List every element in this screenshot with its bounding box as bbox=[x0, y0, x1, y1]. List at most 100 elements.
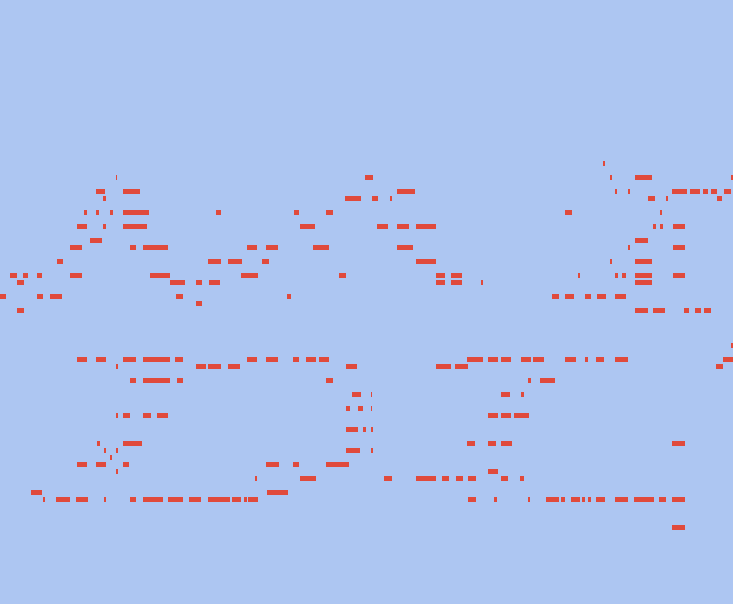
red-dash-mark bbox=[116, 175, 117, 180]
red-dash-mark bbox=[690, 189, 700, 194]
red-dash-mark bbox=[610, 175, 612, 180]
red-dash-mark bbox=[293, 462, 299, 467]
red-dash-mark bbox=[571, 497, 580, 502]
red-dash-mark bbox=[266, 245, 278, 250]
red-dash-mark bbox=[672, 497, 685, 502]
red-dash-mark bbox=[196, 280, 202, 285]
red-dash-mark bbox=[346, 448, 360, 453]
red-dash-mark bbox=[514, 413, 529, 418]
red-dash-mark bbox=[416, 259, 436, 264]
red-dash-mark bbox=[561, 497, 565, 502]
red-dash-mark bbox=[635, 273, 652, 278]
red-dash-mark bbox=[150, 273, 170, 278]
red-dash-mark bbox=[436, 364, 451, 369]
red-dash-mark bbox=[634, 497, 654, 502]
red-dash-mark bbox=[501, 476, 508, 481]
red-dash-mark bbox=[666, 196, 668, 201]
red-dash-mark bbox=[157, 413, 168, 418]
red-dash-mark bbox=[416, 224, 436, 229]
red-dash-mark bbox=[363, 427, 366, 432]
red-dash-mark bbox=[371, 392, 372, 397]
red-dash-mark bbox=[397, 245, 413, 250]
red-dash-mark bbox=[103, 224, 106, 229]
red-dash-mark bbox=[628, 245, 630, 250]
red-dash-mark bbox=[130, 497, 136, 502]
red-dash-mark bbox=[565, 357, 576, 362]
red-dash-mark bbox=[397, 224, 409, 229]
red-dash-mark bbox=[130, 245, 136, 250]
red-dash-mark bbox=[384, 476, 392, 481]
red-dash-mark bbox=[585, 357, 588, 362]
red-dash-mark bbox=[684, 308, 689, 313]
red-dash-mark bbox=[77, 462, 87, 467]
red-dash-mark bbox=[345, 196, 361, 201]
red-dash-mark bbox=[603, 161, 605, 166]
red-dash-mark bbox=[540, 378, 555, 383]
red-dash-mark bbox=[104, 497, 106, 502]
red-dash-mark bbox=[232, 497, 241, 502]
red-dash-mark bbox=[546, 497, 559, 502]
red-dash-mark bbox=[596, 357, 604, 362]
red-dash-mark bbox=[673, 224, 685, 229]
red-dash-mark bbox=[488, 469, 498, 474]
red-dash-mark bbox=[488, 441, 496, 446]
red-dash-mark bbox=[76, 497, 88, 502]
red-dash-mark bbox=[123, 413, 130, 418]
red-dash-mark bbox=[241, 273, 258, 278]
red-dash-mark bbox=[451, 273, 462, 278]
red-dash-mark bbox=[372, 196, 378, 201]
red-dash-mark bbox=[716, 364, 723, 369]
red-dash-mark bbox=[97, 441, 100, 446]
red-dash-mark bbox=[653, 308, 665, 313]
red-dash-mark bbox=[123, 357, 136, 362]
red-dash-mark bbox=[23, 273, 28, 278]
red-dash-mark bbox=[177, 378, 183, 383]
red-dash-mark bbox=[17, 308, 24, 313]
red-dash-mark bbox=[501, 392, 510, 397]
red-dash-mark bbox=[209, 280, 220, 285]
red-dash-mark bbox=[143, 357, 170, 362]
red-dash-mark bbox=[455, 364, 468, 369]
red-dash-mark bbox=[104, 448, 106, 453]
red-dash-mark bbox=[266, 357, 278, 362]
red-dash-mark bbox=[494, 497, 497, 502]
red-dash-mark bbox=[371, 448, 373, 453]
red-dash-mark bbox=[123, 210, 149, 215]
red-dash-mark bbox=[43, 497, 45, 502]
red-dash-mark bbox=[143, 245, 168, 250]
red-dash-mark bbox=[266, 462, 279, 467]
red-dash-mark bbox=[397, 189, 415, 194]
red-dash-mark bbox=[521, 392, 524, 397]
red-dash-mark bbox=[123, 462, 129, 467]
red-dash-mark bbox=[96, 189, 105, 194]
red-dash-mark bbox=[17, 280, 24, 285]
red-dash-mark bbox=[196, 364, 206, 369]
red-dash-mark bbox=[648, 196, 655, 201]
red-dash-mark bbox=[123, 224, 147, 229]
red-dash-mark bbox=[208, 259, 221, 264]
red-dash-mark bbox=[116, 364, 118, 369]
red-dash-mark bbox=[501, 357, 511, 362]
red-dash-mark bbox=[481, 280, 483, 285]
red-dash-mark bbox=[319, 357, 329, 362]
red-dash-mark bbox=[467, 357, 483, 362]
red-dash-mark bbox=[622, 273, 626, 278]
red-dash-mark bbox=[56, 497, 70, 502]
red-dash-mark bbox=[70, 273, 82, 278]
red-dash-mark bbox=[306, 357, 316, 362]
red-dash-mark bbox=[300, 224, 315, 229]
red-dash-mark bbox=[84, 210, 87, 215]
red-dash-mark bbox=[313, 245, 329, 250]
red-dash-mark bbox=[103, 196, 106, 201]
red-dash-mark bbox=[565, 294, 574, 299]
red-dash-mark bbox=[50, 294, 62, 299]
red-dash-mark bbox=[228, 364, 240, 369]
red-dash-mark bbox=[659, 497, 666, 502]
red-dash-mark bbox=[31, 490, 42, 495]
red-dash-mark bbox=[255, 476, 257, 481]
red-dash-mark bbox=[96, 462, 106, 467]
red-dash-mark bbox=[416, 476, 436, 481]
red-dash-mark bbox=[326, 462, 349, 467]
red-dash-mark bbox=[170, 280, 185, 285]
red-dash-mark bbox=[346, 427, 358, 432]
